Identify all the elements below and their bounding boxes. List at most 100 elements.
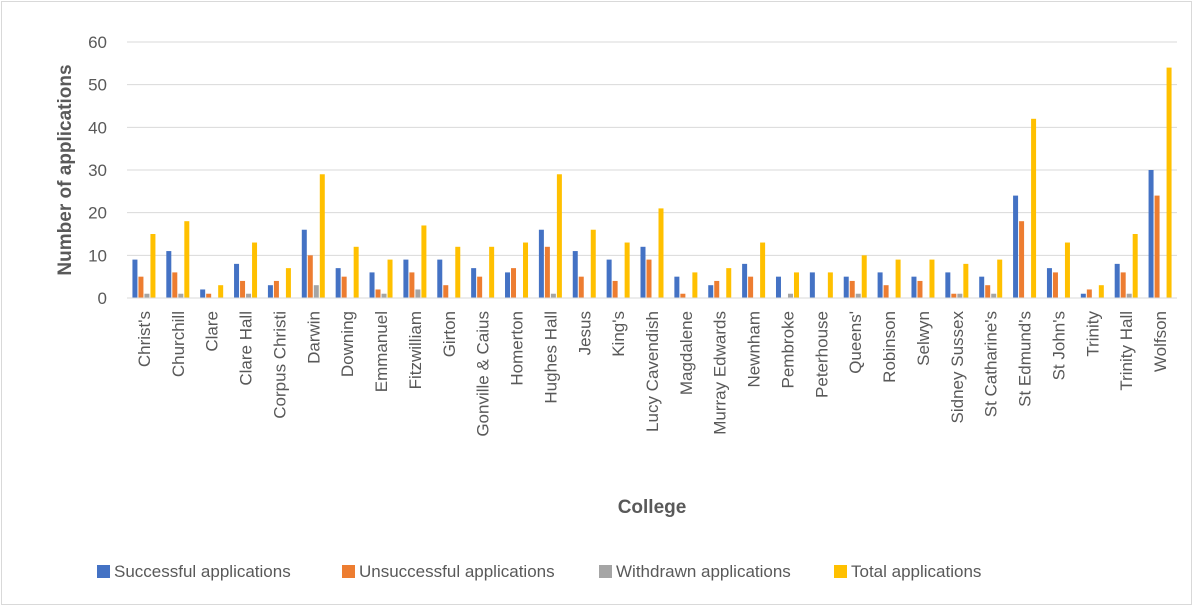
bar bbox=[218, 285, 224, 298]
legend-label: Withdrawn applications bbox=[616, 562, 791, 581]
legend-swatch bbox=[97, 565, 110, 578]
bar bbox=[477, 276, 483, 298]
x-tick-label: Jesus bbox=[575, 311, 594, 355]
x-tick-label: Darwin bbox=[304, 311, 323, 364]
x-tick-label: Girton bbox=[440, 311, 459, 357]
bar bbox=[301, 229, 307, 298]
bar bbox=[437, 259, 443, 298]
x-tick-label: Emmanuel bbox=[372, 311, 391, 392]
bar bbox=[184, 221, 190, 298]
bar bbox=[1031, 118, 1037, 298]
x-tick-label: Clare bbox=[203, 311, 222, 352]
bar bbox=[544, 246, 550, 298]
bar bbox=[1154, 195, 1160, 298]
x-axis-title: College bbox=[618, 497, 687, 518]
bar bbox=[132, 259, 138, 298]
bar bbox=[855, 293, 861, 298]
bar bbox=[787, 293, 793, 298]
bar bbox=[843, 276, 849, 298]
x-tick-label: Newnham bbox=[745, 311, 764, 388]
bar bbox=[443, 285, 449, 298]
bar bbox=[1064, 242, 1070, 298]
bar bbox=[273, 280, 279, 298]
bar bbox=[877, 272, 883, 298]
bar bbox=[997, 259, 1003, 298]
x-tick-label: Downing bbox=[338, 311, 357, 377]
bar bbox=[951, 293, 957, 298]
x-tick-label: Lucy Cavendish bbox=[643, 311, 662, 432]
bar bbox=[917, 280, 923, 298]
y-tick-label: 0 bbox=[98, 289, 107, 308]
bar bbox=[1086, 289, 1092, 298]
bar bbox=[742, 263, 748, 298]
y-tick-label: 30 bbox=[88, 161, 107, 180]
y-axis-title: Number of applications bbox=[55, 64, 76, 275]
bar bbox=[911, 276, 917, 298]
bar bbox=[138, 276, 144, 298]
bar bbox=[963, 263, 969, 298]
bar bbox=[505, 272, 511, 298]
x-tick-label: Wolfson bbox=[1151, 311, 1170, 372]
legend-swatch bbox=[599, 565, 612, 578]
bar bbox=[1046, 268, 1052, 298]
bar bbox=[381, 293, 387, 298]
bar bbox=[572, 251, 578, 298]
bar bbox=[1098, 285, 1104, 298]
legend-label: Successful applications bbox=[114, 562, 291, 581]
bar bbox=[708, 285, 714, 298]
bar bbox=[578, 276, 584, 298]
bar bbox=[403, 259, 409, 298]
bar bbox=[455, 246, 461, 298]
bar bbox=[775, 276, 781, 298]
bar bbox=[895, 259, 901, 298]
y-axis-tick-labels: 0 10 20 30 40 50 60 bbox=[88, 33, 107, 308]
bar bbox=[849, 280, 855, 298]
bar bbox=[375, 289, 381, 298]
bar bbox=[945, 272, 951, 298]
bars bbox=[132, 67, 1172, 298]
bar bbox=[267, 285, 273, 298]
x-tick-label: St Catharine's bbox=[982, 311, 1001, 417]
bar bbox=[415, 289, 421, 298]
bar bbox=[1013, 195, 1019, 298]
x-tick-label: Churchill bbox=[169, 311, 188, 377]
bar bbox=[726, 268, 732, 298]
bar bbox=[1126, 293, 1132, 298]
x-tick-label: Magdalene bbox=[677, 311, 696, 395]
y-tick-label: 50 bbox=[88, 76, 107, 95]
x-tick-label: Homerton bbox=[508, 311, 527, 386]
bar bbox=[523, 242, 529, 298]
bar bbox=[200, 289, 206, 298]
bar bbox=[471, 268, 477, 298]
bar bbox=[991, 293, 997, 298]
legend-swatch bbox=[834, 565, 847, 578]
legend-label: Total applications bbox=[851, 562, 981, 581]
x-tick-label: Gonville & Caius bbox=[474, 311, 493, 437]
bar bbox=[1080, 293, 1086, 298]
legend: Successful applications Unsuccessful appl… bbox=[97, 562, 981, 581]
bar bbox=[550, 293, 556, 298]
bar bbox=[793, 272, 799, 298]
x-tick-label: Christ's bbox=[135, 311, 154, 367]
bar bbox=[369, 272, 375, 298]
x-tick-label: St John's bbox=[1049, 311, 1068, 380]
bar bbox=[341, 276, 347, 298]
bar bbox=[714, 280, 720, 298]
bar bbox=[489, 246, 495, 298]
bar bbox=[748, 276, 754, 298]
bar bbox=[646, 259, 652, 298]
bar bbox=[692, 272, 698, 298]
x-tick-label: Clare Hall bbox=[237, 311, 256, 386]
bar bbox=[606, 259, 612, 298]
x-tick-label: Pembroke bbox=[778, 311, 797, 388]
legend-label: Unsuccessful applications bbox=[359, 562, 555, 581]
x-tick-label: Hughes Hall bbox=[541, 311, 560, 404]
bar bbox=[957, 293, 963, 298]
bar bbox=[624, 242, 630, 298]
bar bbox=[556, 174, 562, 298]
bar bbox=[319, 174, 325, 298]
bar bbox=[1132, 234, 1138, 298]
bar bbox=[172, 272, 178, 298]
bar bbox=[409, 272, 415, 298]
